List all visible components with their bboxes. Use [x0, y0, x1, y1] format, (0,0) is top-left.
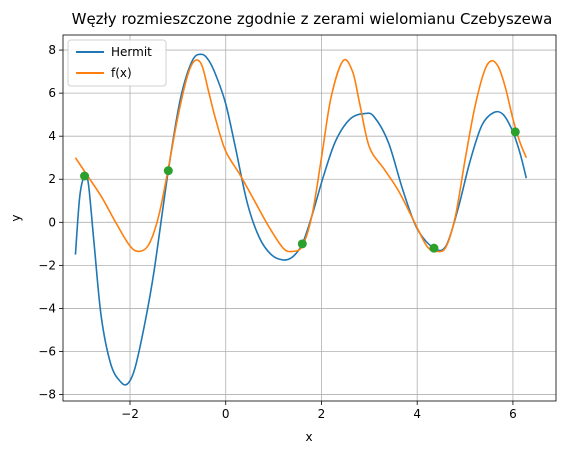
node-point: [429, 243, 439, 253]
legend-label-fx: f(x): [111, 66, 132, 80]
y-tick-label: 6: [48, 86, 56, 100]
y-tick-label: 0: [48, 215, 56, 229]
y-tick-label: −6: [38, 344, 56, 358]
x-axis-label: x: [305, 430, 312, 444]
x-tick-label: −2: [121, 407, 139, 421]
chebyshev-nodes: [80, 127, 520, 253]
x-tick-label: 2: [318, 407, 326, 421]
y-tick-label: 8: [48, 43, 56, 57]
y-tick-label: 2: [48, 172, 56, 186]
y-tick-label: −8: [38, 388, 56, 402]
node-point: [80, 171, 90, 181]
node-point: [297, 239, 307, 249]
y-tick-label: 4: [48, 129, 56, 143]
axes-frame: [62, 34, 557, 402]
grid: [63, 35, 556, 401]
ticks: −2 0 2 4 6 −8 −6 −4 −2 0 2 4 6 8: [38, 43, 516, 421]
node-point: [163, 166, 173, 176]
y-axis-label: y: [9, 214, 23, 221]
node-point: [510, 127, 520, 137]
legend-label-hermit: Hermit: [111, 45, 152, 59]
series-line-fx: [74, 58, 528, 253]
plot-area: [74, 53, 528, 386]
x-tick-label: 6: [509, 407, 517, 421]
y-tick-label: −4: [38, 301, 56, 315]
y-tick-label: −2: [38, 258, 56, 272]
legend: Hermit f(x): [67, 39, 167, 87]
series-line-hermit: [74, 53, 528, 386]
x-tick-label: 0: [222, 407, 230, 421]
x-tick-label: 4: [413, 407, 421, 421]
chart-title: Węzły rozmieszczone zgodnie z zerami wie…: [72, 10, 553, 28]
